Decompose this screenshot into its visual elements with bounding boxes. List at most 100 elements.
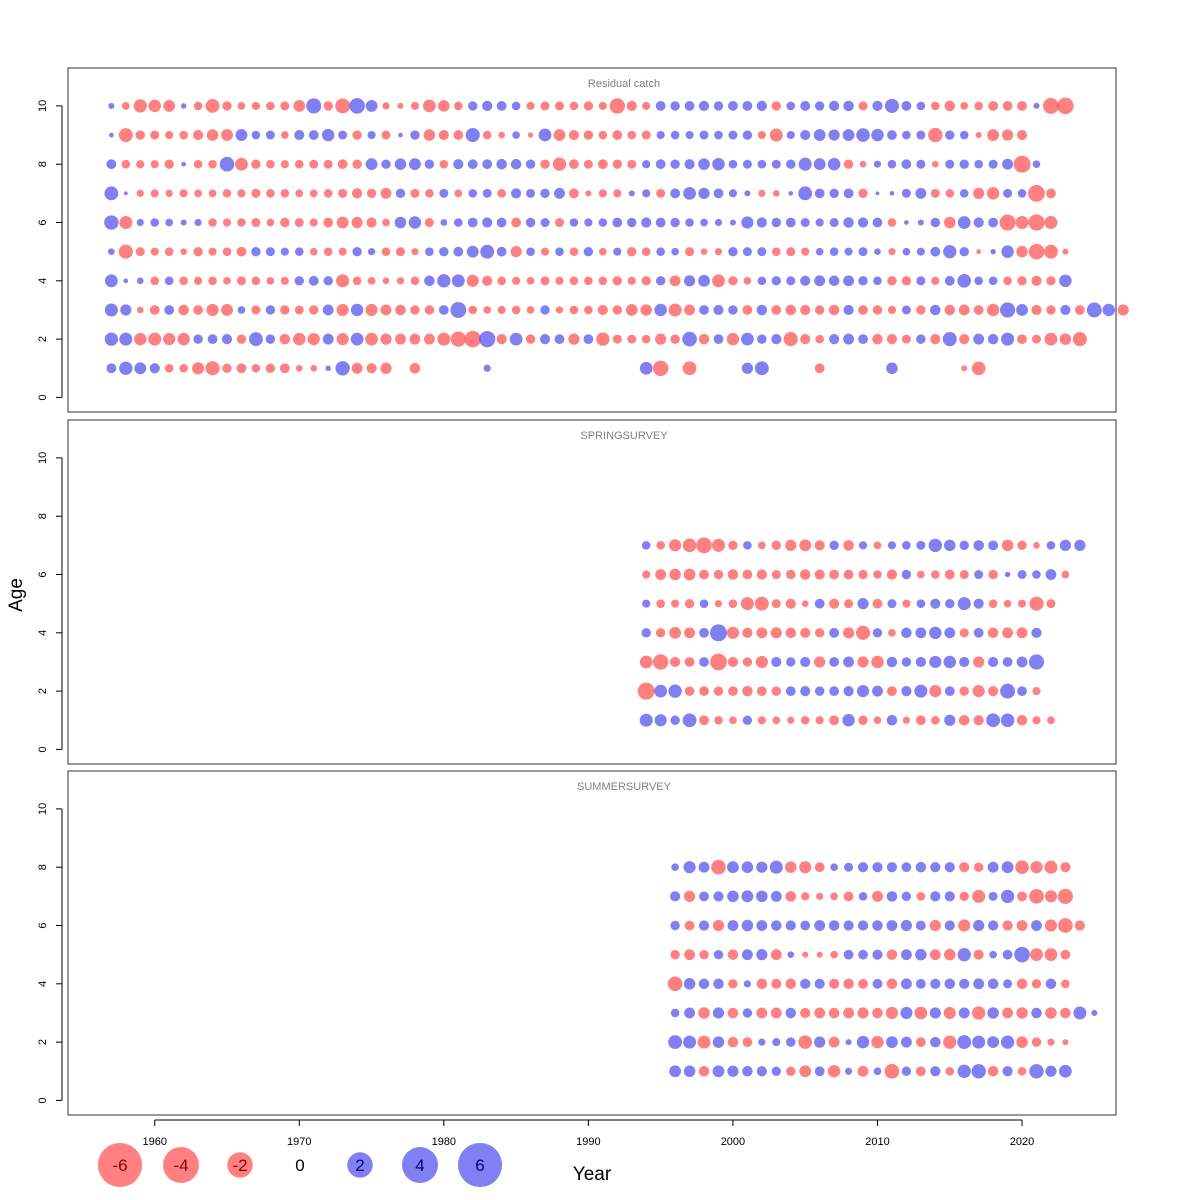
bubble-positive: [554, 334, 565, 345]
bubble-negative: [410, 188, 420, 198]
bubble-negative: [785, 598, 796, 609]
bubble-positive: [800, 129, 811, 141]
y-tick-label: 8: [37, 161, 49, 167]
bubble-positive: [569, 218, 579, 227]
bubble-negative: [801, 600, 809, 607]
bubble-positive: [424, 275, 435, 287]
bubble-positive: [827, 157, 841, 171]
bubble-negative: [755, 655, 768, 669]
bubble-negative: [959, 569, 969, 580]
bubble-negative: [540, 159, 550, 169]
bubble-negative: [365, 332, 378, 346]
bubble-positive: [915, 978, 926, 989]
bubble-negative: [598, 101, 607, 110]
bubble-positive: [858, 541, 868, 550]
bubble-positive: [713, 891, 724, 902]
bubble-negative: [437, 332, 451, 346]
bubble-negative: [164, 247, 174, 256]
bubble-positive: [714, 130, 723, 140]
bubble-negative: [871, 1035, 884, 1049]
bubble-negative: [814, 363, 825, 374]
bubble-negative: [237, 218, 246, 227]
bubble-positive: [988, 217, 999, 228]
bubble-negative: [742, 569, 753, 580]
bubble-negative: [1030, 861, 1043, 874]
bubble-negative: [163, 99, 176, 112]
bubble-negative: [1060, 862, 1071, 873]
bubble-negative: [684, 598, 695, 609]
bubble-positive: [583, 334, 594, 345]
bubble-positive: [683, 1065, 696, 1078]
bubble-positive: [712, 1065, 725, 1078]
bubble-positive: [788, 191, 794, 196]
bubble-positive: [554, 187, 565, 199]
bubble-positive: [265, 247, 275, 257]
bubble-negative: [395, 304, 406, 316]
bubble-positive: [136, 277, 144, 285]
bubble-positive: [973, 627, 984, 638]
bubble-positive: [743, 541, 752, 550]
bubble-negative: [118, 244, 133, 259]
bubble-positive: [887, 599, 897, 609]
bubble-positive: [904, 220, 909, 225]
bubble-positive: [901, 627, 912, 639]
bubble-negative: [1017, 540, 1027, 551]
bubble-positive: [830, 863, 838, 872]
bubble-negative: [439, 159, 449, 169]
bubble-negative: [671, 599, 680, 608]
bubble-negative: [121, 159, 131, 169]
bubble-negative: [814, 540, 825, 551]
bubble-positive: [728, 159, 738, 169]
bubble-negative: [929, 919, 941, 932]
bubble-negative: [395, 247, 405, 257]
bubble-negative: [496, 334, 507, 345]
legend-bubble: [227, 1152, 253, 1178]
bubble-negative: [758, 189, 766, 197]
legend-bubble: [402, 1147, 438, 1183]
bubble-negative: [309, 189, 318, 198]
bubble-positive: [165, 218, 174, 227]
bubble-positive: [425, 247, 434, 256]
bubble-positive: [957, 216, 971, 229]
bubble-negative: [1001, 129, 1014, 141]
bubble-negative: [945, 189, 955, 198]
bubble-negative: [150, 247, 159, 256]
bubble-positive: [744, 190, 751, 197]
bubble-negative: [294, 217, 304, 228]
bubble-positive: [942, 332, 957, 347]
bubble-positive: [769, 860, 783, 874]
bubble-negative: [858, 305, 868, 315]
bubble-negative: [179, 189, 188, 198]
bubble-negative: [569, 101, 579, 111]
legend-label: 4: [415, 1156, 424, 1175]
bubble-negative: [815, 334, 824, 344]
bubble-negative: [425, 189, 434, 198]
bubble-positive: [164, 305, 175, 315]
bubble-positive: [136, 218, 144, 227]
bubble-positive: [511, 101, 521, 111]
bubble-negative: [843, 1007, 855, 1019]
bubble-positive: [814, 101, 825, 111]
bubble-negative: [208, 247, 217, 256]
bubble-negative: [1013, 155, 1031, 173]
bubble-positive: [613, 247, 622, 256]
bubble-negative: [410, 101, 420, 110]
bubble-negative: [816, 951, 823, 958]
bubble-negative: [684, 657, 695, 667]
bubble-positive: [453, 159, 464, 170]
bubble-negative: [149, 305, 160, 315]
bubble-negative: [134, 332, 147, 346]
bubble-positive: [742, 100, 753, 111]
x-tick-label: 1980: [432, 1136, 456, 1148]
bubble-positive: [945, 130, 955, 140]
bubble-positive: [786, 159, 796, 169]
y-tick-label: 10: [37, 452, 49, 464]
bubble-negative: [699, 715, 709, 726]
bubble-negative: [669, 539, 682, 552]
bubble-positive: [915, 187, 927, 199]
bubble-negative: [828, 1007, 840, 1019]
bubble-positive: [1017, 686, 1027, 697]
bubble-negative: [555, 306, 564, 314]
bubble-negative: [857, 1065, 869, 1077]
bubble-positive: [813, 158, 826, 171]
